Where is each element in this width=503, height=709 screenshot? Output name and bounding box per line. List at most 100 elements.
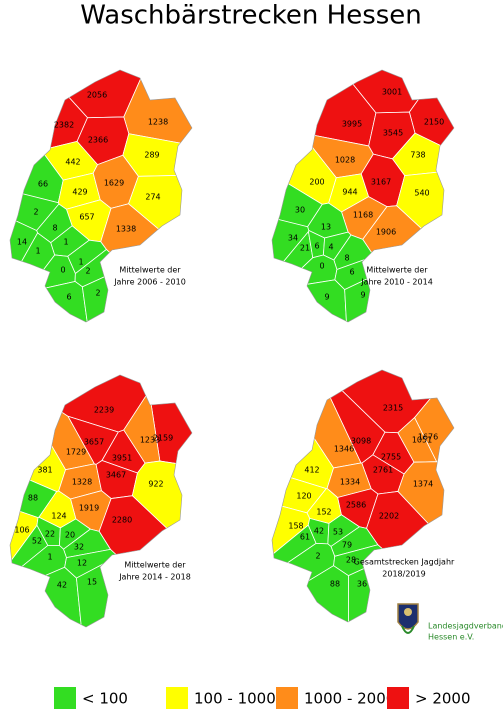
logo-text: Hessen e.V.: [428, 633, 474, 642]
district-value: 32: [74, 543, 84, 552]
legend-label: > 2000: [415, 690, 471, 708]
district-value: 15: [87, 578, 97, 587]
district-value: 8: [52, 224, 57, 233]
district-value: 1346: [334, 445, 354, 454]
district-value: 0: [319, 262, 324, 271]
district-value: 412: [304, 466, 319, 475]
map-outline: [271, 369, 455, 623]
district-value: 3545: [383, 129, 403, 138]
district-value: 200: [309, 178, 324, 187]
district-value: 2239: [94, 406, 114, 415]
district-value: 3995: [342, 120, 362, 129]
district-value: 28: [346, 556, 356, 565]
district-value: 66: [38, 180, 48, 189]
district-value: 289: [144, 151, 159, 160]
map-outline: [271, 69, 455, 323]
district-value: 1919: [79, 504, 99, 513]
district-value: 1028: [335, 156, 355, 165]
district-value: 21: [300, 244, 310, 253]
district-value: 2315: [383, 404, 403, 413]
district-value: 1: [35, 247, 40, 256]
district-value: 1334: [340, 478, 360, 487]
district-value: 2366: [88, 136, 108, 145]
district-value: 381: [37, 466, 52, 475]
district-value: 944: [342, 188, 357, 197]
district-value: 34: [288, 234, 298, 243]
district-value: 2280: [112, 516, 132, 525]
district-value: 1676: [418, 433, 438, 442]
district-value: 1374: [413, 480, 433, 489]
district-value: 2761: [373, 466, 393, 475]
district-value: 2202: [379, 512, 399, 521]
map-caption: Mittelwerte der: [119, 266, 181, 275]
map-caption: Jahre 2006 - 2010: [113, 278, 186, 287]
district-value: 1: [78, 258, 83, 267]
district-value: 8: [344, 254, 349, 263]
map-caption: Mittelwerte der: [124, 561, 186, 570]
district-value: 1168: [353, 211, 373, 220]
district-value: 1906: [376, 228, 396, 237]
logo-text: Landesjagdverband: [428, 622, 503, 631]
district: [272, 70, 377, 147]
district-value: 1729: [66, 448, 86, 457]
map-caption: Gesamtstrecken Jagdjahr: [354, 558, 455, 567]
legend-swatch: [166, 687, 188, 709]
district-value: 88: [28, 494, 38, 503]
map-caption: 2018/2019: [382, 570, 425, 579]
map: [272, 70, 454, 322]
district-value: 1328: [72, 478, 92, 487]
district-value: 20: [65, 531, 75, 540]
district-value: 2: [95, 289, 100, 298]
district-value: 3001: [382, 88, 402, 97]
district-value: 6: [66, 293, 71, 302]
district-value: 9: [360, 291, 365, 300]
district-value: 158: [288, 522, 303, 531]
district-value: 9: [324, 293, 329, 302]
district-value: 274: [145, 193, 160, 202]
district-value: 4: [328, 243, 333, 252]
district-value: 922: [148, 480, 163, 489]
district-value: 13: [321, 223, 331, 232]
district-value: 429: [72, 188, 87, 197]
district-value: 6: [314, 242, 319, 251]
district-value: 2: [33, 208, 38, 217]
district-value: 53: [333, 528, 343, 537]
district-value: 120: [296, 492, 311, 501]
district-value: 1629: [104, 179, 124, 188]
district-value: 540: [414, 189, 429, 198]
legend-swatch: [54, 687, 76, 709]
district-value: 3657: [84, 438, 104, 447]
legend-label: 100 - 1000: [194, 690, 276, 708]
district-value: 738: [410, 151, 425, 160]
district: [10, 566, 83, 627]
district: [10, 70, 88, 151]
district-value: 14: [17, 238, 27, 247]
district-value: 52: [32, 537, 42, 546]
district-value: 3167: [371, 178, 391, 187]
district-value: 3467: [106, 471, 126, 480]
district-value: 1233: [140, 436, 160, 445]
district-value: 61: [300, 533, 310, 542]
district-value: 79: [342, 541, 352, 550]
district: [272, 279, 348, 322]
district-value: 1238: [148, 118, 168, 127]
title: Waschbärstrecken Hessen: [80, 1, 422, 31]
district-value: 2586: [346, 501, 366, 510]
district-value: 1051: [412, 436, 432, 445]
legend-label: < 100: [82, 690, 128, 708]
district-value: 2755: [381, 453, 401, 462]
district-value: 22: [45, 530, 55, 539]
district-value: 1: [47, 553, 52, 562]
district-value: 2: [315, 552, 320, 561]
district-value: 1338: [116, 225, 136, 234]
district-value: 2: [85, 267, 90, 276]
legend-swatch: [276, 687, 298, 709]
district-value: 106: [14, 526, 29, 535]
map-outline: [9, 69, 193, 323]
legend-swatch: [387, 687, 409, 709]
district-value: 124: [51, 512, 66, 521]
district-value: 2382: [54, 121, 74, 130]
district-value: 3098: [351, 437, 371, 446]
map-caption: Jahre 2014 - 2018: [118, 573, 191, 582]
